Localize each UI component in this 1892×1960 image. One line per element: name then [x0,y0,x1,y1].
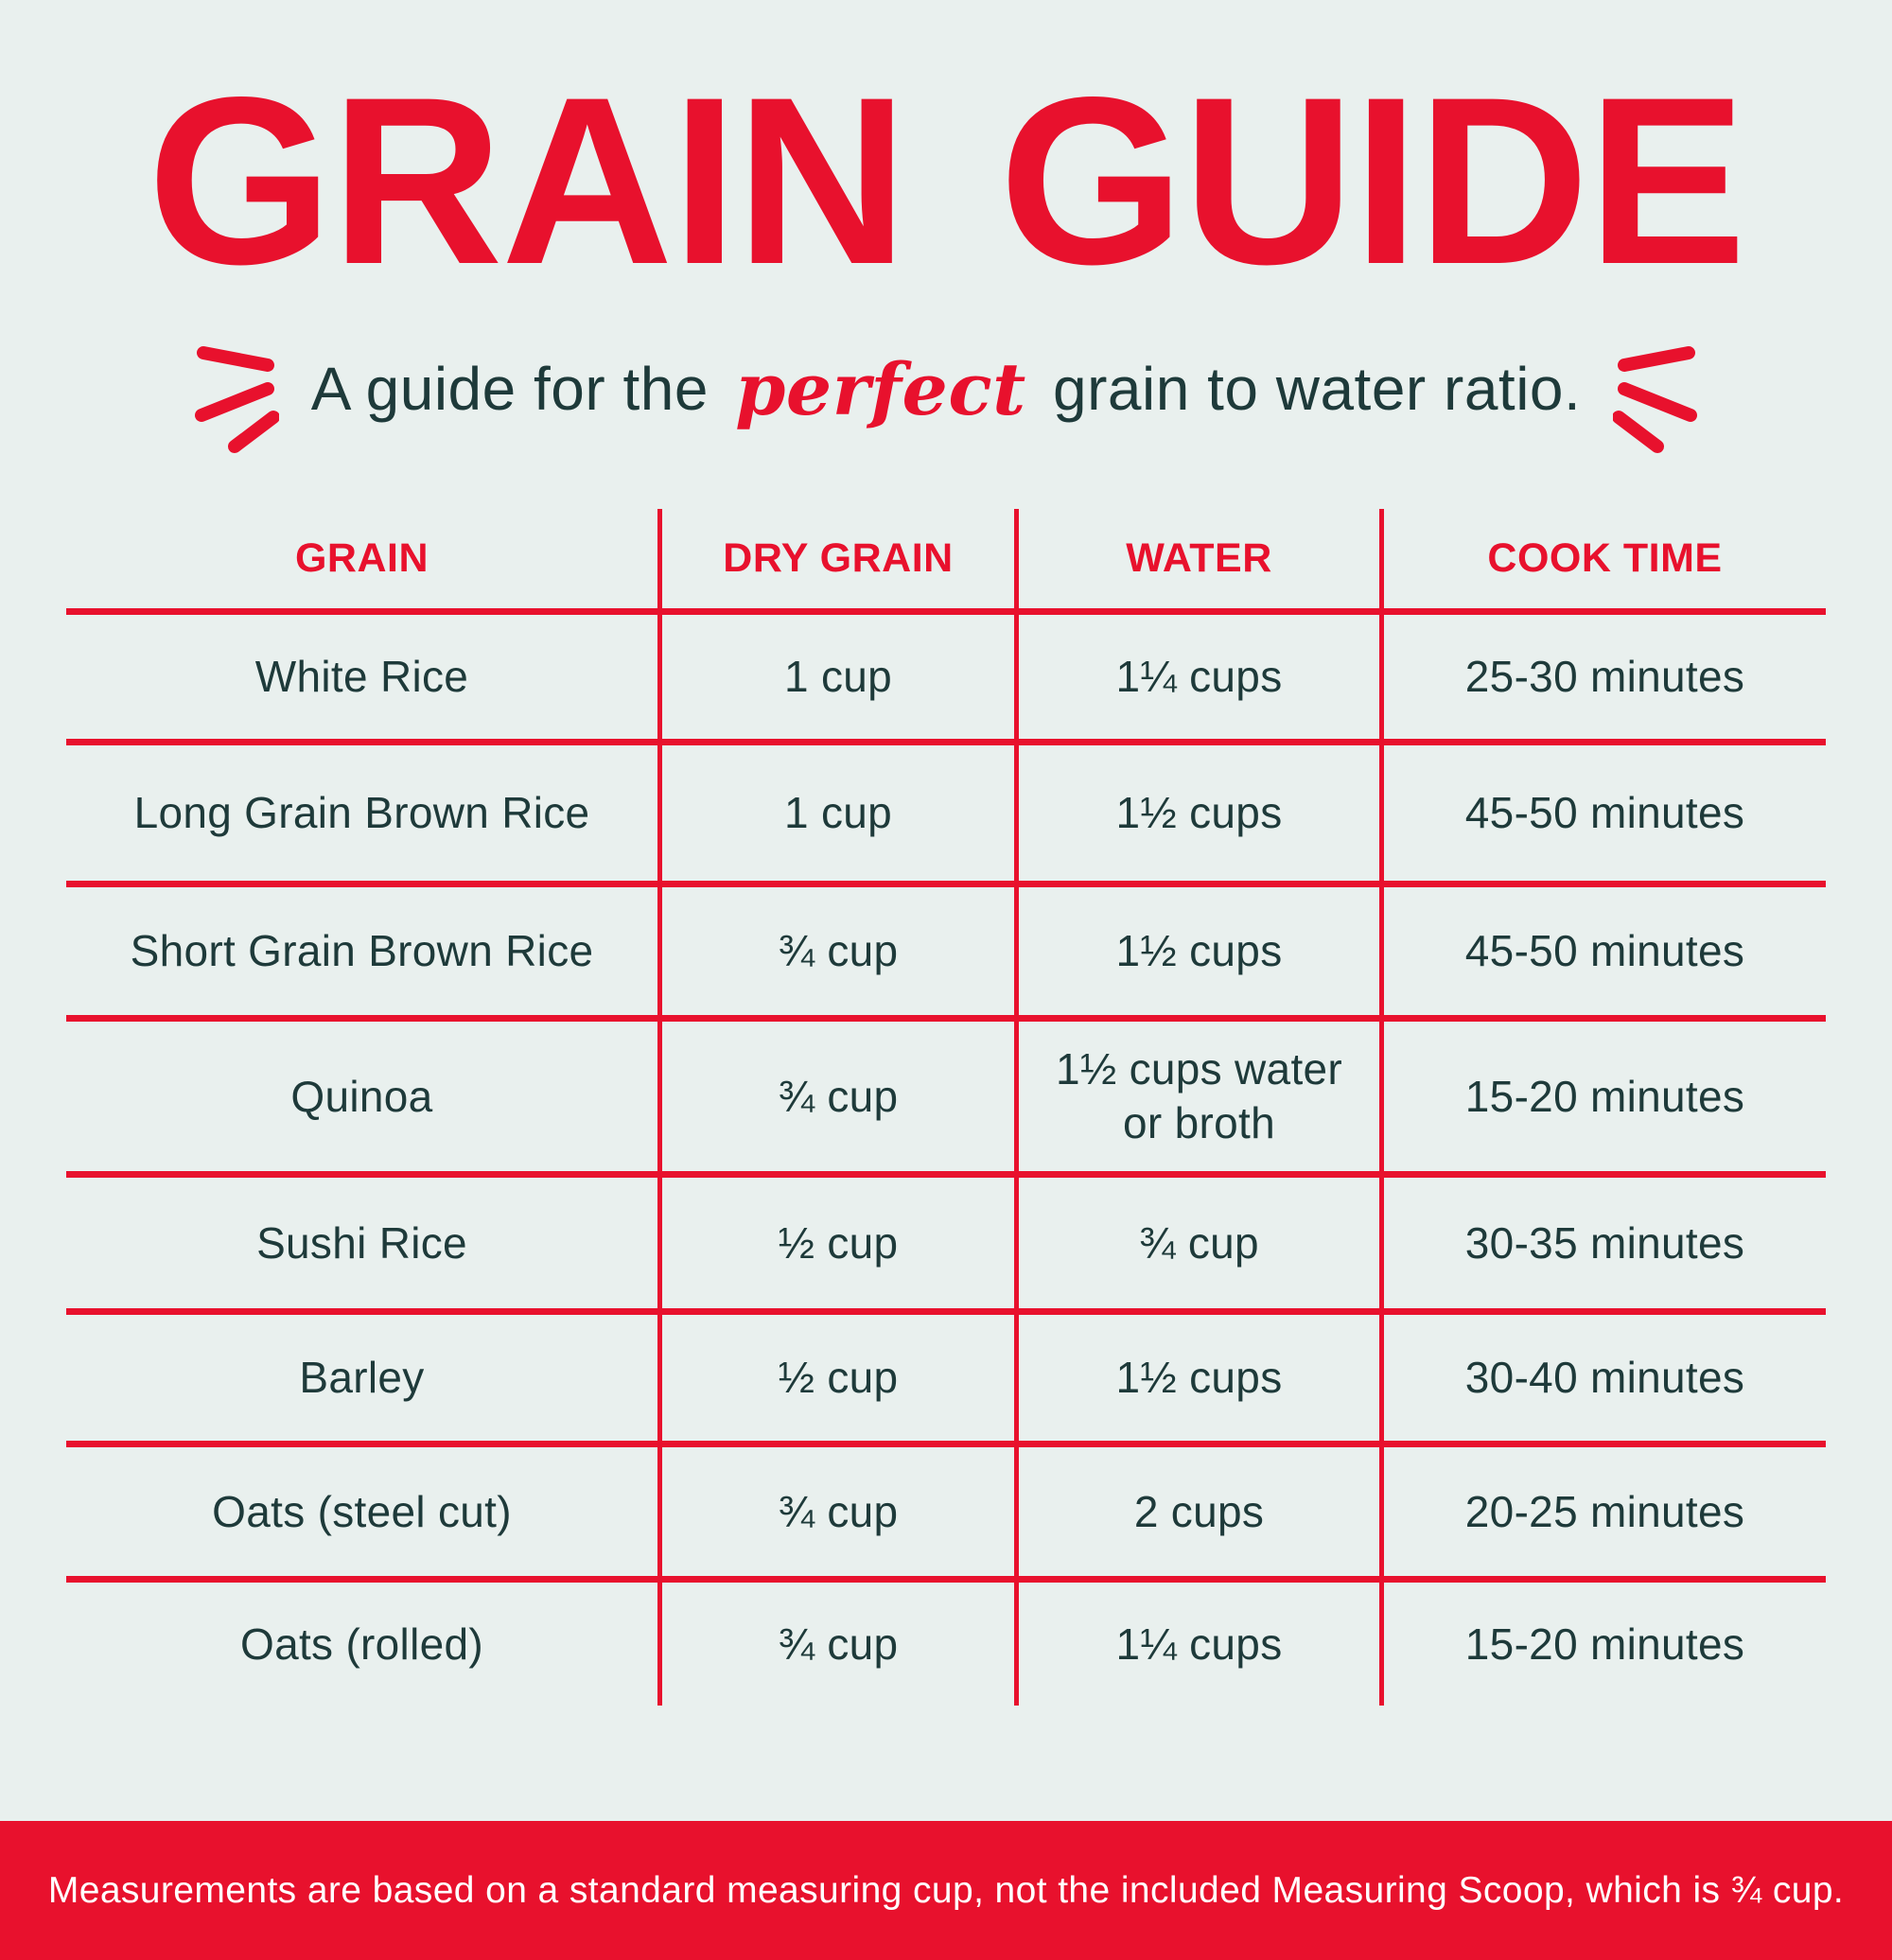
table-cell: 30-40 minutes [1384,1315,1826,1448]
table-cell: Quinoa [66,1022,662,1179]
table-cell: 1½ cups water or broth [1019,1022,1384,1179]
table-cell: ¾ cup [662,1447,1019,1584]
table-cell: White Rice [66,615,662,746]
footer-note: Measurements are based on a standard mea… [47,1869,1845,1911]
column-header: DRY GRAIN [662,509,1019,616]
spark-right-icon [1612,334,1712,462]
table-cell: 15-20 minutes [1464,1619,1745,1669]
table-cell: Long Grain Brown Rice [66,745,662,888]
subtitle-prefix: A guide for the [310,355,727,424]
table-cell: 1¼ cups [1019,1583,1384,1706]
table-cell: 2 cups [1019,1447,1384,1584]
column-header: COOK TIME [1384,509,1826,616]
table-cell: Barley [66,1315,662,1448]
table-cell: 1 cup [662,745,1019,888]
table-cell: ¾ cup [1019,1178,1384,1316]
table-cell: Oats (steel cut) [66,1447,662,1584]
table-cell: ¾ cup [662,887,1019,1023]
table-cell: 15-20 minutes [1384,1022,1826,1179]
table-cell: ½ cup [662,1315,1019,1448]
grain-guide-poster: GRAIN GUIDE A guide for the perfect grai… [0,48,1892,1960]
table-cell: Oats (rolled) [66,1583,662,1706]
column-header: WATER [1019,509,1384,616]
table-cell: ¾ cup [662,1022,1019,1179]
spark-left-icon [180,334,280,462]
table-cell: 1¼ cups [1019,615,1384,746]
table-cell: Short Grain Brown Rice [66,887,662,1023]
table-cell: 1½ cups [1019,1315,1384,1448]
subtitle-row: A guide for the perfect grain to water r… [0,321,1892,454]
table-cell: 20-25 minutes [1384,1447,1826,1584]
table-cell: 30-35 minutes [1384,1178,1826,1316]
table-cell: 45-50 minutes [1384,887,1826,1023]
page-title: GRAIN GUIDE [147,48,1746,314]
table-cell: ¾ cup [662,1583,1019,1706]
table-cell: 1½ cups [1019,887,1384,1023]
table-cell: 1½ cups [1019,745,1384,888]
table-cell: 25-30 minutes [1384,615,1826,746]
grain-table: GRAIN DRY GRAIN WATER COOK TIME White Rice 1 … [66,509,1826,1706]
footer-banner: Measurements are based on a standard mea… [0,1821,1892,1960]
table-cell: 45-50 minutes [1384,745,1826,888]
table-cell: Sushi Rice [66,1178,662,1316]
subtitle-text: A guide for the perfect grain to water r… [310,342,1582,431]
column-header: GRAIN [66,509,662,616]
subtitle-suffix: grain to water ratio. [1035,355,1582,424]
table-cell: ½ cup [662,1178,1019,1316]
table-cell: 1 cup [662,615,1019,746]
subtitle-highlight: perfect [735,347,1026,432]
